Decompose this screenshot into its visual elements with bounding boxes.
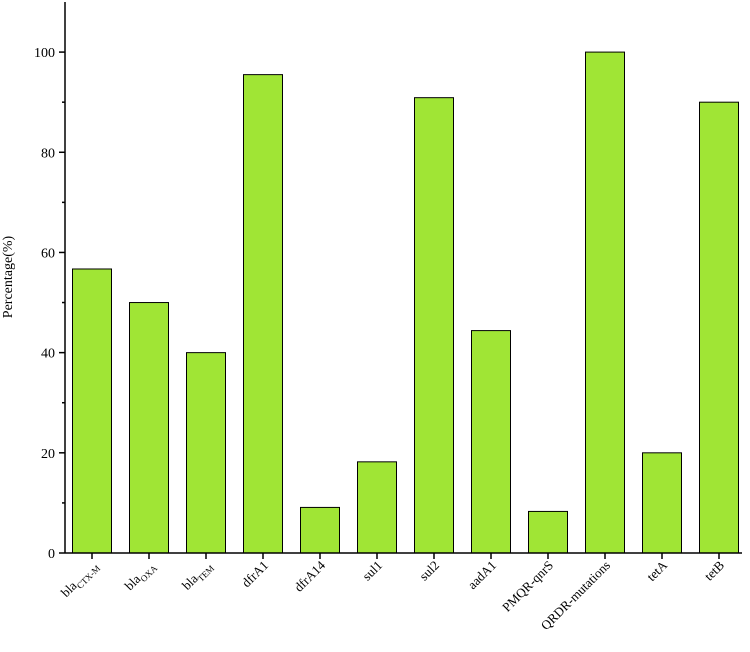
bar-11	[699, 101, 739, 554]
bars-layer	[72, 51, 739, 554]
bar-4	[300, 506, 340, 554]
x-tick-label-11: tetB	[701, 557, 727, 583]
y-tick-label-3: 60	[41, 246, 55, 261]
bar-2	[186, 352, 226, 554]
x-tick-label-8: PMQR-qnrS	[499, 558, 556, 615]
x-tick-label-4: dfrA14	[291, 557, 329, 595]
y-tick-label-0: 0	[48, 547, 55, 562]
x-tick-label-0: blaCTX-M	[58, 558, 102, 602]
bar-5	[357, 461, 397, 554]
y-tick-label-5: 100	[34, 46, 55, 61]
bar-7	[471, 330, 511, 554]
x-tick-label-3: dfrA1	[239, 558, 272, 591]
x-tick-label-5: sul1	[359, 558, 385, 584]
x-tick-label-2: blaTEM	[179, 558, 216, 595]
y-axis-title: Percentage(%)	[1, 235, 16, 318]
x-tick-label-6: sul2	[416, 558, 442, 584]
y-tick-label-2: 40	[41, 347, 55, 362]
bar-0	[72, 268, 112, 554]
axes-layer	[59, 2, 742, 559]
x-tick-label-10: tetA	[644, 557, 671, 584]
bar-1	[129, 302, 169, 554]
x-tick-label-7: aadA1	[465, 558, 500, 593]
y-tick-label-1: 20	[41, 447, 55, 462]
x-tick-label-1: blaOXA	[121, 557, 159, 595]
bar-6	[414, 97, 454, 554]
bar-10	[642, 452, 682, 554]
bar-3	[243, 74, 283, 554]
bar-9	[585, 51, 625, 554]
bar-8	[528, 510, 568, 554]
y-tick-label-4: 80	[41, 146, 55, 161]
